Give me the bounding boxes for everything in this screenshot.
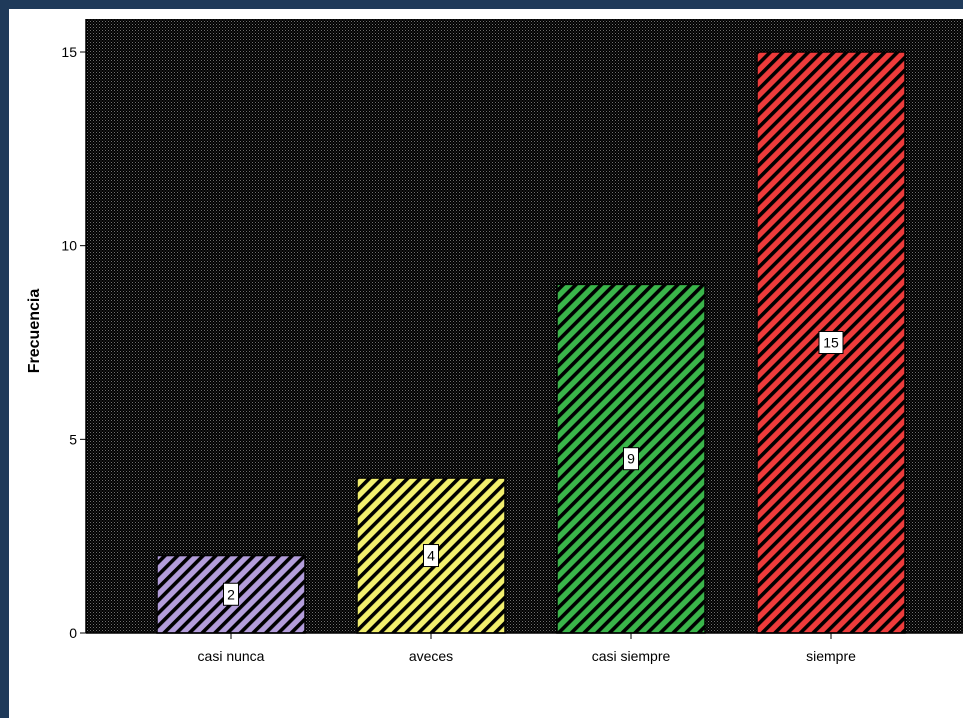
x-tick-label: casi nunca bbox=[198, 648, 265, 664]
y-axis-label: Frecuencia bbox=[26, 289, 43, 374]
data-label-4: 15 bbox=[823, 335, 839, 351]
y-tick-label: 5 bbox=[69, 431, 77, 447]
data-label-box-1 bbox=[223, 582, 239, 606]
axes-layer bbox=[85, 19, 963, 634]
data-label-2: 4 bbox=[427, 548, 435, 564]
y-tick-label: 10 bbox=[61, 238, 77, 254]
data-label-box-2 bbox=[423, 544, 439, 568]
data-label-box-3 bbox=[623, 447, 639, 471]
y-ticks: 0 5 10 15 bbox=[61, 44, 86, 641]
data-label-box-4 bbox=[818, 331, 844, 354]
bars-layer: 2 4 9 15 bbox=[156, 51, 906, 634]
x-tick-label: casi siempre bbox=[592, 648, 671, 664]
bar-chart: 2 4 9 15 0 5 10 15 casi nunca aveces casi siempr… bbox=[26, 19, 963, 664]
data-label-3: 9 bbox=[627, 451, 635, 467]
x-tick-label: aveces bbox=[409, 648, 453, 664]
x-tick-label: siempre bbox=[806, 648, 856, 664]
y-tick-label: 15 bbox=[61, 44, 77, 60]
x-ticks: casi nunca aveces casi siempre siempre bbox=[198, 633, 856, 664]
chart-frame: 2 4 9 15 0 5 10 15 casi nunca aveces casi siempr… bbox=[9, 9, 963, 718]
data-label-1: 2 bbox=[227, 586, 235, 602]
y-tick-label: 0 bbox=[69, 625, 77, 641]
